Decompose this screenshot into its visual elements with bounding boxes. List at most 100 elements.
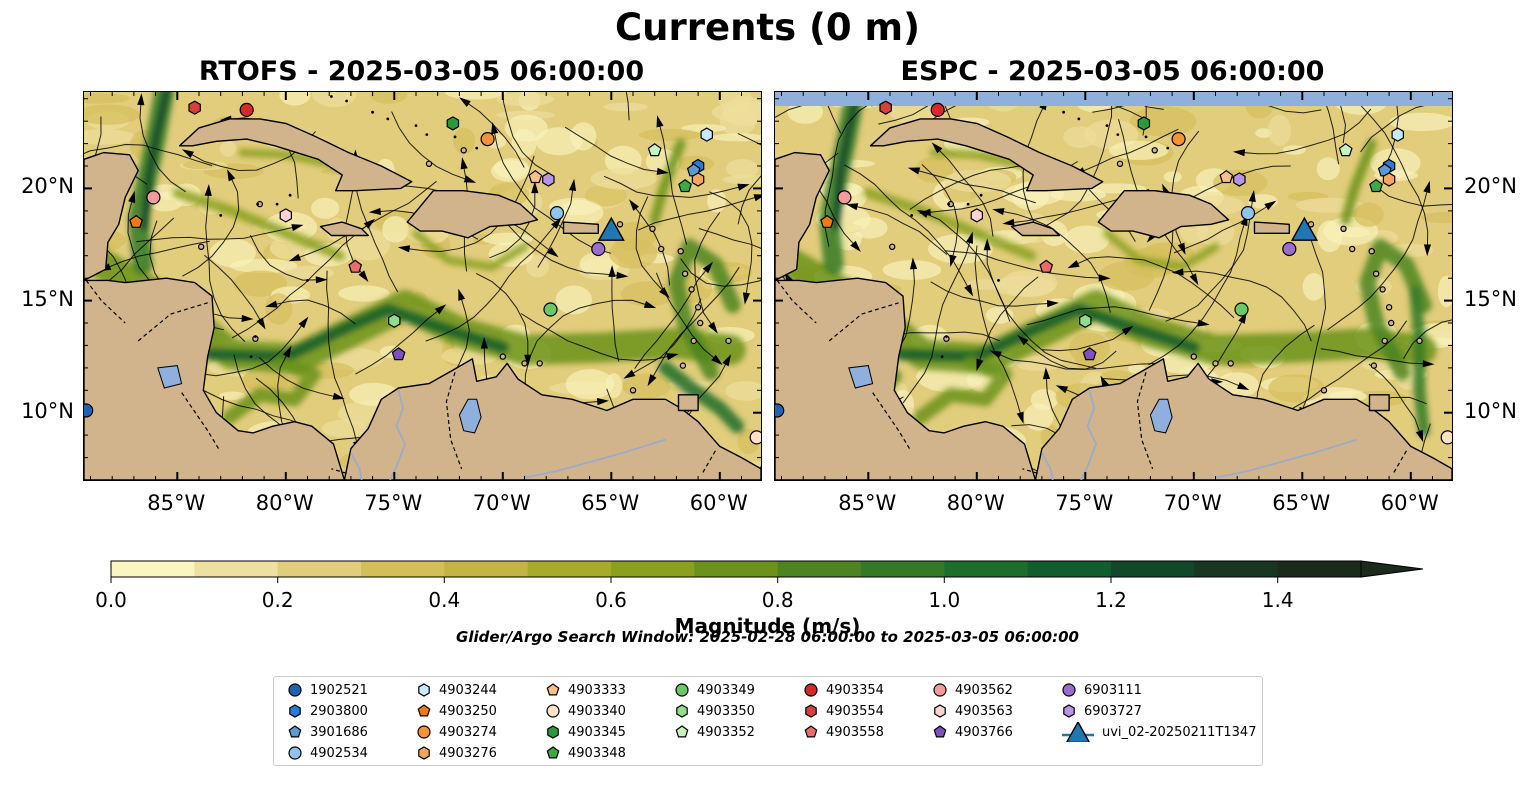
streamline-arrow <box>845 203 859 211</box>
platform-6903727[interactable] <box>1233 172 1246 187</box>
atlantic-jet <box>649 138 686 225</box>
streamline <box>878 92 946 125</box>
platform-4903350[interactable] <box>388 313 401 328</box>
platform-4903562[interactable] <box>837 190 852 205</box>
platform-4903563[interactable] <box>970 208 983 223</box>
streamline-arrow <box>1415 429 1424 443</box>
hexagon-marker-icon <box>934 704 946 718</box>
streamline <box>489 188 536 259</box>
platform-4903558[interactable] <box>1039 259 1054 273</box>
platform-4903348[interactable] <box>678 178 692 193</box>
island-swan <box>197 243 205 250</box>
platform-4903350[interactable] <box>1079 313 1092 328</box>
streamline-arrow <box>491 122 499 135</box>
streamline <box>629 298 702 376</box>
island-barbados <box>725 337 732 345</box>
pentagon-marker-icon <box>804 725 818 738</box>
streamline-arrow <box>931 142 943 154</box>
platform-uvi_02-20250211T1347[interactable] <box>597 216 625 241</box>
lon-tick-label: 60°W <box>1380 491 1439 515</box>
platform-4903349[interactable] <box>1234 302 1249 317</box>
streamline <box>1320 348 1428 365</box>
lon-tick-label: 80°W <box>946 491 1005 515</box>
reef-dot <box>330 95 333 98</box>
platform-4903345[interactable] <box>446 116 460 131</box>
streamline-arrow <box>1017 335 1029 346</box>
platform-4903354[interactable] <box>239 102 254 117</box>
island-grenada <box>679 362 687 369</box>
island-antigua <box>1368 247 1375 255</box>
reef-dot <box>475 146 479 150</box>
platform-4903333[interactable] <box>1219 169 1234 184</box>
lon-tick-label: 75°W <box>364 491 423 515</box>
legend-label: 1902521 <box>310 682 368 698</box>
platform-4903244[interactable] <box>1391 127 1405 142</box>
streamline-arrow <box>332 392 345 400</box>
platform-1902521[interactable] <box>775 403 785 418</box>
country-border <box>776 280 817 324</box>
platform-4903244[interactable] <box>700 127 714 142</box>
platform-1902521[interactable] <box>84 403 94 418</box>
reef-dot <box>1077 117 1081 121</box>
streamline <box>1368 363 1422 436</box>
platform-4903554[interactable] <box>188 100 201 115</box>
legend-item: 4903244 <box>417 680 497 700</box>
platform-4903554[interactable] <box>879 100 892 115</box>
platform-4903250[interactable] <box>820 214 835 228</box>
platform-6903727[interactable] <box>542 172 555 187</box>
legend-item: 4903340 <box>546 701 626 721</box>
platform-4902534[interactable] <box>1240 205 1256 221</box>
caribbean-current-core <box>894 303 1200 363</box>
colorbar <box>110 560 1424 583</box>
streamline <box>84 116 102 181</box>
streamline <box>404 155 535 253</box>
streamline <box>537 185 574 268</box>
platform-uvi_02-20250211T1347[interactable] <box>1290 216 1318 241</box>
circle-marker-icon <box>417 725 431 739</box>
platform-4903340[interactable] <box>1440 430 1452 445</box>
streamline <box>105 240 210 269</box>
streamline-arrow <box>983 238 991 251</box>
island-antigua <box>677 247 684 255</box>
platform-4903558[interactable] <box>348 259 363 273</box>
orinoco-river <box>524 438 666 479</box>
streamline-arrow <box>1232 149 1245 157</box>
windward-jet <box>412 229 529 271</box>
platform-4902534[interactable] <box>549 205 565 221</box>
platform-4903354[interactable] <box>930 102 945 117</box>
platform-4903250[interactable] <box>129 214 144 228</box>
streamline-arrow <box>949 254 957 267</box>
platform-4903349[interactable] <box>543 302 558 317</box>
platform-4903352[interactable] <box>647 143 662 157</box>
streamline-arrow <box>241 314 254 322</box>
island-martinique <box>1385 304 1393 311</box>
platform-4903352[interactable] <box>1338 143 1353 157</box>
platform-4903333[interactable] <box>528 169 543 184</box>
espc-map <box>775 92 1452 480</box>
platform-4903345[interactable] <box>1137 116 1151 131</box>
streamline <box>1374 185 1452 207</box>
platform-6903111[interactable] <box>1282 241 1297 257</box>
platform-4903766[interactable] <box>391 347 406 361</box>
platform-4903562[interactable] <box>146 190 161 205</box>
platform-4903274[interactable] <box>480 131 495 147</box>
atlantic-jet <box>1340 138 1377 225</box>
platform-4903276[interactable] <box>691 172 705 187</box>
hexagon-marker-icon <box>418 683 430 697</box>
streamline-arrow <box>315 276 328 284</box>
platform-4903563[interactable] <box>279 208 292 223</box>
platform-4903766[interactable] <box>1082 347 1097 361</box>
platform-6903111[interactable] <box>591 241 606 257</box>
platform-4903276[interactable] <box>1382 172 1396 187</box>
figure-title: Currents (0 m) <box>614 6 920 49</box>
streamline-arrow <box>702 261 713 274</box>
streamline <box>1165 196 1254 322</box>
colorbar-tick-label: 0.8 <box>761 588 794 612</box>
platform-4903340[interactable] <box>749 430 761 445</box>
cayman-jet <box>863 187 1036 261</box>
platform-4903348[interactable] <box>1369 178 1383 193</box>
streamline-arrow <box>551 217 562 229</box>
platform-4903274[interactable] <box>1171 131 1186 147</box>
streamline-arrow <box>608 265 616 277</box>
rtofs-map-panel <box>83 91 762 481</box>
